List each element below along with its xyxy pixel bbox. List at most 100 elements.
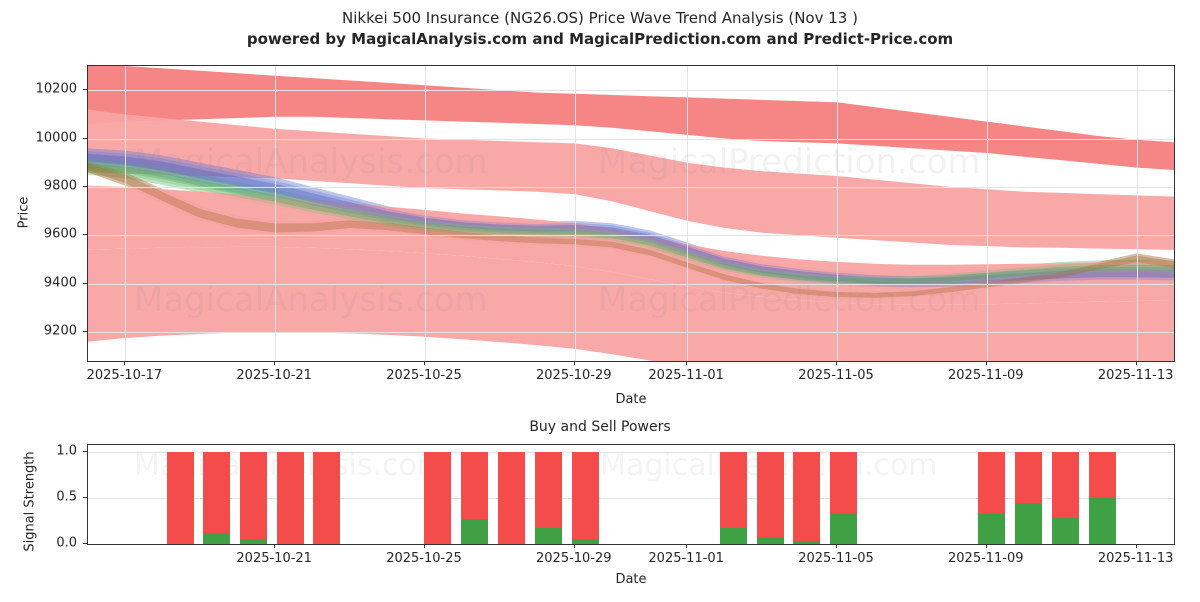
gridline: [125, 66, 127, 361]
xtick-label: 2025-10-25: [386, 551, 462, 566]
lower-chart-title: Buy and Sell Powers: [529, 419, 671, 435]
buy-power-segment: [719, 528, 747, 544]
xtick-label: 2025-11-09: [948, 368, 1024, 383]
xtick-label: 2025-10-17: [86, 368, 163, 383]
gridline: [88, 332, 1174, 333]
bar-4[interactable]: [313, 452, 341, 544]
ytick-label: 9400: [43, 275, 77, 291]
sell-power-segment: [202, 452, 230, 544]
ytick-label: 1.0: [56, 443, 77, 459]
sell-power-segment: [313, 452, 341, 544]
sell-power-segment: [166, 452, 194, 544]
xtick-label: 2025-10-25: [386, 368, 462, 383]
buy-power-segment: [756, 537, 784, 544]
bar-15[interactable]: [1015, 452, 1042, 544]
bar-3[interactable]: [276, 452, 304, 544]
bar-11[interactable]: [756, 452, 784, 544]
gridline: [88, 283, 1174, 285]
price-band-area: [88, 66, 1174, 361]
title-block: Nikkei 500 Insurance (NG26.OS) Price Wav…: [0, 8, 1200, 50]
ytick-label: 0.5: [56, 489, 77, 505]
band-0: [88, 66, 1174, 170]
ytick-label: 9600: [43, 226, 77, 242]
buy-power-segment: [239, 539, 267, 544]
buy-power-segment: [535, 528, 562, 544]
buy-power-segment: [1051, 518, 1079, 544]
xtick-label: 2025-10-29: [536, 551, 612, 566]
bar-10[interactable]: [719, 452, 747, 544]
sell-power-segment: [793, 452, 821, 544]
bar-12[interactable]: [793, 452, 821, 544]
inner-band: [88, 153, 1174, 286]
xtick-label: 2025-11-05: [798, 551, 874, 566]
buy-power-segment: [1088, 498, 1116, 544]
bar-14[interactable]: [978, 452, 1006, 544]
gridline: [88, 452, 1174, 454]
xtick-mark: [985, 544, 987, 548]
bar-13[interactable]: [830, 452, 858, 544]
xtick-mark: [274, 361, 276, 365]
xtick-label: 2025-10-21: [236, 551, 312, 566]
xtick-mark: [836, 544, 837, 548]
xtick-mark: [424, 544, 425, 548]
bar-0[interactable]: [166, 452, 194, 544]
ytick-mark: [83, 282, 87, 284]
xtick-label: 2025-11-09: [948, 551, 1024, 566]
bar-5[interactable]: [424, 452, 452, 544]
ytick-mark: [83, 451, 87, 453]
xtick-mark: [274, 544, 276, 548]
xtick-label: 2025-10-29: [536, 368, 612, 383]
sell-power-segment: [276, 452, 304, 544]
buy-power-segment: [571, 539, 599, 544]
sell-power-segment: [239, 452, 267, 544]
sell-power-segment: [424, 452, 452, 544]
bar-6[interactable]: [461, 452, 489, 544]
buy-power-segment: [793, 541, 821, 544]
ytick-label: 9800: [43, 178, 77, 194]
gridline: [88, 90, 1174, 92]
bar-1[interactable]: [202, 452, 230, 544]
page-title: Nikkei 500 Insurance (NG26.OS) Price Wav…: [342, 9, 858, 27]
inner-band: [88, 163, 1174, 284]
xtick-label: 2025-11-01: [648, 368, 724, 383]
gridline: [88, 138, 1174, 140]
xtick-label: 2025-11-13: [1097, 368, 1174, 383]
ytick-label: 0.0: [56, 535, 77, 551]
ytick-mark: [83, 497, 87, 499]
gridline: [574, 66, 576, 361]
gridline: [88, 186, 1174, 188]
buy-power-segment: [202, 533, 230, 544]
bar-8[interactable]: [535, 452, 562, 544]
bar-2[interactable]: [239, 452, 267, 544]
bar-7[interactable]: [498, 452, 525, 544]
bar-16[interactable]: [1051, 452, 1079, 544]
ytick-mark: [83, 89, 87, 91]
sell-power-segment: [756, 452, 784, 544]
buy-sell-powers-chart: MagicalAnalysis.com MagicalPrediction.co…: [87, 444, 1175, 545]
ytick-mark: [83, 137, 87, 139]
bar-9[interactable]: [571, 452, 599, 544]
upper-xlabel: Date: [615, 392, 647, 407]
buy-power-segment: [1015, 502, 1042, 544]
inner-band: [88, 160, 1174, 286]
xtick-mark: [686, 361, 688, 365]
inner-band: [88, 151, 1174, 288]
gridline: [275, 66, 277, 361]
page-subtitle: powered by MagicalAnalysis.com and Magic…: [246, 30, 954, 48]
ytick-mark: [83, 234, 87, 236]
ytick-mark: [83, 543, 87, 544]
gridline: [1136, 66, 1138, 361]
xtick-mark: [686, 544, 688, 548]
sell-power-segment: [498, 452, 525, 544]
xtick-mark: [1135, 361, 1137, 365]
xtick-mark: [985, 361, 987, 365]
bar-17[interactable]: [1088, 452, 1116, 544]
gridline: [88, 498, 1174, 500]
band-1: [88, 109, 1174, 250]
lower-ylabel: Signal Strength: [22, 451, 38, 552]
gridline: [837, 66, 838, 361]
ytick-label: 10200: [35, 81, 77, 97]
xtick-mark: [573, 361, 575, 365]
xtick-label: 2025-11-13: [1097, 551, 1174, 566]
